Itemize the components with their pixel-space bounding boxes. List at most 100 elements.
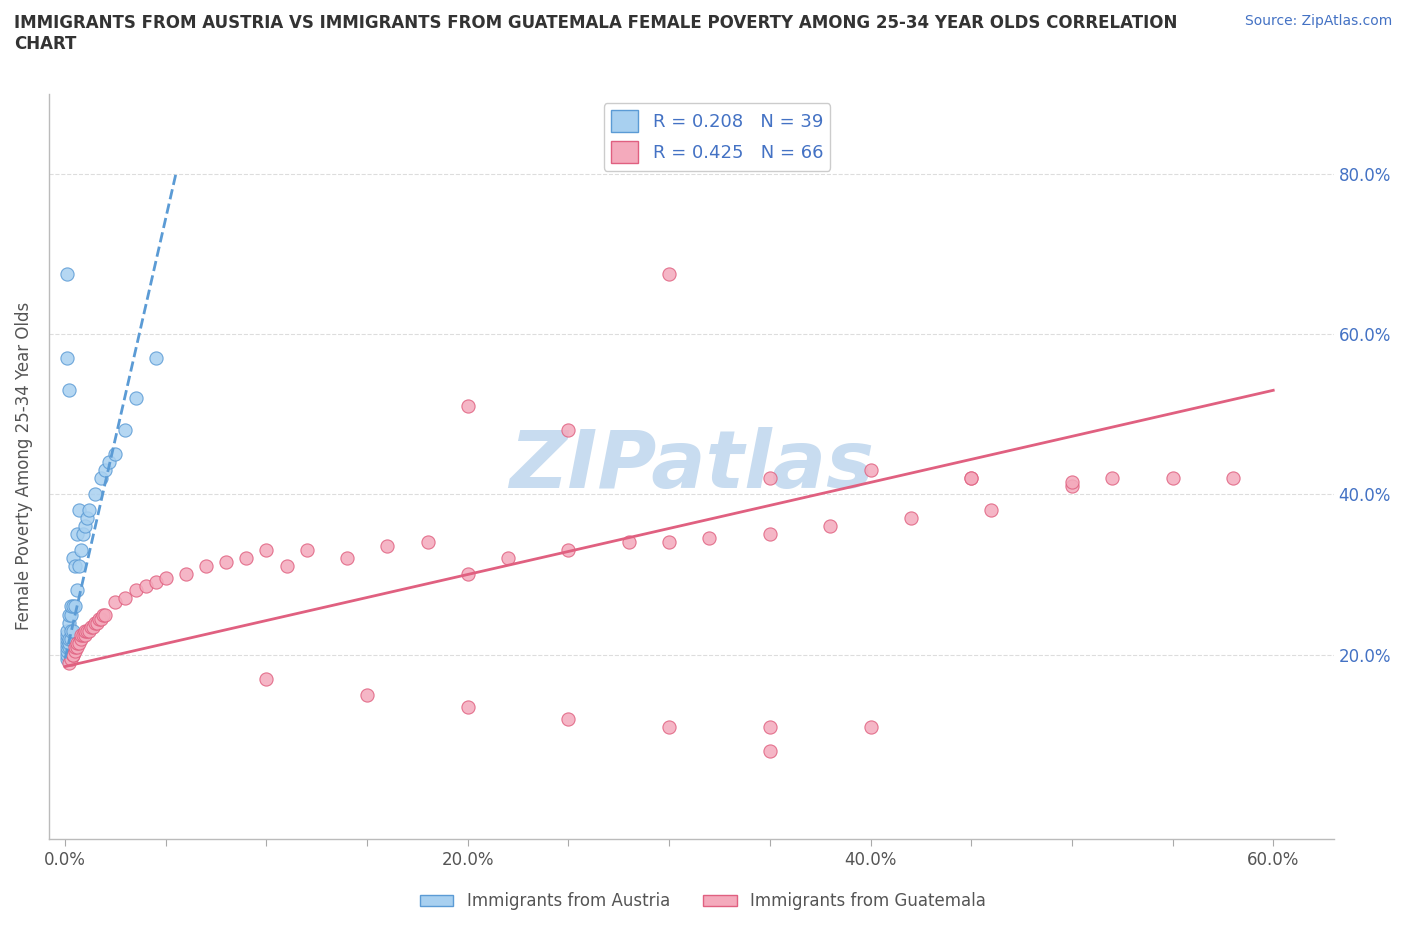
Point — [124, 583, 146, 598]
Text: Source: ZipAtlas.com: Source: ZipAtlas.com — [1244, 14, 1392, 28]
Point — [60, 607, 83, 622]
Point — [89, 611, 111, 626]
Point — [759, 719, 782, 734]
Point — [155, 571, 177, 586]
Point — [56, 643, 79, 658]
Point — [58, 615, 80, 630]
Point — [759, 527, 782, 542]
Point — [62, 551, 84, 565]
Point — [900, 511, 922, 525]
Point — [557, 423, 579, 438]
Legend: R = 0.208   N = 39, R = 0.425   N = 66: R = 0.208 N = 39, R = 0.425 N = 66 — [603, 103, 830, 170]
Point — [63, 639, 86, 654]
Point — [195, 559, 218, 574]
Point — [63, 559, 86, 574]
Point — [215, 555, 238, 570]
Point — [960, 471, 983, 485]
Point — [356, 687, 378, 702]
Point — [60, 631, 83, 646]
Point — [124, 391, 146, 405]
Point — [58, 607, 80, 622]
Point — [256, 543, 278, 558]
Point — [63, 643, 86, 658]
Point — [457, 699, 479, 714]
Point — [699, 531, 721, 546]
Point — [56, 627, 79, 642]
Point — [759, 743, 782, 758]
Point — [76, 511, 98, 525]
Point — [859, 719, 882, 734]
Point — [617, 535, 640, 550]
Point — [56, 351, 79, 365]
Point — [77, 503, 100, 518]
Point — [457, 567, 479, 582]
Point — [58, 635, 80, 650]
Point — [759, 471, 782, 485]
Point — [496, 551, 519, 565]
Point — [658, 535, 681, 550]
Point — [104, 595, 127, 610]
Point — [70, 631, 93, 646]
Point — [76, 623, 98, 638]
Point — [58, 639, 80, 654]
Point — [295, 543, 318, 558]
Point — [56, 639, 79, 654]
Text: IMMIGRANTS FROM AUSTRIA VS IMMIGRANTS FROM GUATEMALA FEMALE POVERTY AMONG 25-34 : IMMIGRANTS FROM AUSTRIA VS IMMIGRANTS FR… — [14, 14, 1177, 53]
Point — [82, 619, 104, 634]
Point — [66, 639, 89, 654]
Point — [70, 627, 93, 642]
Point — [557, 543, 579, 558]
Point — [60, 599, 83, 614]
Point — [91, 607, 114, 622]
Point — [75, 623, 97, 638]
Point — [58, 655, 80, 670]
Point — [90, 471, 112, 485]
Point — [72, 527, 94, 542]
Point — [1101, 471, 1123, 485]
Point — [70, 543, 93, 558]
Point — [256, 671, 278, 686]
Point — [145, 351, 167, 365]
Point — [75, 519, 97, 534]
Point — [60, 651, 83, 666]
Point — [457, 399, 479, 414]
Point — [62, 647, 84, 662]
Point — [66, 635, 89, 650]
Point — [859, 463, 882, 478]
Point — [336, 551, 359, 565]
Point — [98, 455, 121, 470]
Point — [375, 539, 398, 554]
Point — [1222, 471, 1244, 485]
Point — [60, 623, 83, 638]
Point — [67, 559, 90, 574]
Point — [56, 635, 79, 650]
Point — [135, 579, 157, 594]
Point — [104, 447, 127, 462]
Point — [980, 503, 1002, 518]
Point — [1161, 471, 1184, 485]
Point — [56, 647, 79, 662]
Point — [56, 623, 79, 638]
Point — [86, 615, 108, 630]
Point — [1060, 475, 1083, 490]
Point — [58, 631, 80, 646]
Point — [145, 575, 167, 590]
Point — [80, 619, 103, 634]
Point — [1060, 479, 1083, 494]
Point — [62, 647, 84, 662]
Point — [62, 623, 84, 638]
Y-axis label: Female Poverty Among 25-34 Year Olds: Female Poverty Among 25-34 Year Olds — [15, 302, 32, 631]
Point — [56, 631, 79, 646]
Point — [174, 567, 197, 582]
Point — [557, 711, 579, 726]
Point — [58, 383, 80, 398]
Point — [56, 267, 79, 282]
Point — [658, 267, 681, 282]
Point — [56, 651, 79, 666]
Point — [818, 519, 841, 534]
Point — [67, 503, 90, 518]
Point — [276, 559, 298, 574]
Point — [114, 423, 136, 438]
Point — [72, 627, 94, 642]
Point — [84, 615, 107, 630]
